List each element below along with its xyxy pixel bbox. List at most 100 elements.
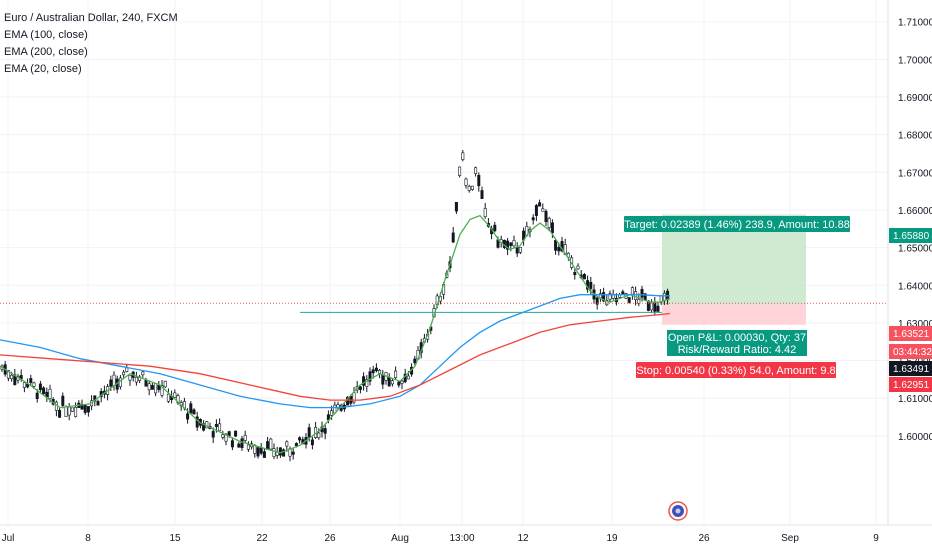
candle-up [461, 152, 465, 160]
y-tick-label: 1.63000 [898, 319, 932, 330]
x-tick-label: 12 [517, 533, 529, 544]
candle-down [538, 202, 542, 207]
legend-ema-200[interactable]: EMA (200, close) [4, 46, 88, 58]
candle-up [67, 406, 71, 416]
candle-down [515, 247, 519, 254]
stop-label[interactable]: Stop: 0.00540 (0.33%) 54.0, Amount: 9.8 [636, 362, 836, 378]
candle-up [218, 423, 222, 432]
candle-down [534, 205, 538, 216]
candle-up [365, 379, 369, 387]
candle-down [234, 430, 238, 437]
legend-title[interactable]: Euro / Australian Dollar, 240, FXCM [4, 12, 178, 24]
candle-down [86, 406, 90, 413]
candle-down [413, 358, 417, 364]
candle-down [640, 288, 644, 298]
candle-down [374, 367, 378, 372]
candle-down [227, 431, 231, 437]
candle-down [454, 201, 458, 212]
candle-down [186, 413, 190, 420]
risk-reward-label: Risk/Reward Ratio: 4.42 [678, 344, 797, 356]
legend-ema-20[interactable]: EMA (20, close) [4, 63, 82, 75]
x-tick-label: 19 [606, 533, 618, 544]
y-tick-label: 1.60000 [898, 432, 932, 443]
economic-event-icon[interactable] [668, 501, 688, 521]
price-label-bg [889, 228, 932, 243]
candle-up [22, 382, 26, 388]
candle-down [480, 190, 484, 199]
candle-down [627, 297, 631, 303]
candle-down [96, 401, 100, 406]
candle-down [58, 409, 62, 418]
candle-down [291, 451, 295, 455]
candle-down [451, 232, 455, 243]
target-label-bg [624, 216, 850, 232]
candle-up [378, 369, 382, 374]
candle-down [595, 297, 599, 305]
candle-up [112, 374, 116, 386]
candle-up [147, 383, 151, 391]
candle-up [122, 371, 126, 376]
candle-up [141, 371, 145, 376]
candle-up [246, 444, 250, 450]
candle-down [573, 272, 577, 275]
candle-up [134, 376, 138, 383]
candle-down [544, 210, 548, 222]
candle-down [557, 246, 561, 252]
candle-down [38, 383, 42, 391]
candle-down [582, 274, 586, 280]
candle-down [195, 416, 199, 428]
candle-up [118, 377, 122, 388]
candle-down [589, 281, 593, 289]
candle-down [602, 292, 606, 302]
candle-down [42, 387, 46, 395]
candle-up [64, 406, 68, 417]
candle-up [330, 410, 334, 416]
candle-up [541, 208, 545, 212]
candle-down [368, 371, 372, 382]
candle-up [474, 167, 478, 174]
time-axis[interactable]: Jul 8 15 22 26 Aug 13:00 12 19 26 Sep 9 [2, 533, 880, 544]
candle-down [387, 376, 391, 387]
candle-down [506, 240, 510, 250]
loss-zone[interactable] [662, 304, 806, 325]
candle-up [160, 385, 164, 396]
chart-legend: Euro / Australian Dollar, 240, FXCM EMA … [4, 10, 178, 78]
candle-up [406, 375, 410, 380]
candle-down [307, 427, 311, 438]
candle-up [285, 441, 289, 447]
candle-down [61, 395, 65, 406]
x-tick-label: 8 [85, 533, 91, 544]
price-labels: 1.65880 1.63521 03:44:32 1.63491 1.62951 [889, 228, 932, 392]
price-label: 03:44:32 [893, 347, 932, 358]
candle-down [144, 379, 148, 387]
candle-up [470, 185, 474, 190]
x-tick-label: Jul [2, 533, 15, 544]
candle-up [10, 374, 14, 380]
target-label[interactable]: Target: 0.02389 (1.46%) 238.9, Amount: 1… [624, 216, 850, 232]
candle-up [70, 407, 74, 412]
candle-down [621, 291, 625, 295]
candle-down [237, 443, 241, 448]
legend-ema-100[interactable]: EMA (100, close) [4, 29, 88, 41]
y-tick-label: 1.71000 [898, 18, 932, 29]
candle-up [224, 433, 228, 442]
candle-up [662, 292, 666, 301]
candle-up [6, 370, 10, 379]
candle-down [371, 369, 375, 374]
y-tick-label: 1.61000 [898, 394, 932, 405]
candle-up [576, 265, 580, 270]
y-tick-label: 1.67000 [898, 168, 932, 179]
candle-up [128, 374, 132, 381]
ema-20-close-line [0, 214, 671, 454]
x-tick-label: 22 [256, 533, 268, 544]
candle-down [282, 449, 286, 457]
candle-down [310, 439, 314, 446]
candle-down [189, 403, 193, 414]
price-label: 1.63491 [893, 364, 930, 375]
y-tick-label: 1.64000 [898, 281, 932, 292]
ema-200-close-line [0, 312, 671, 401]
candle-up [173, 392, 177, 398]
candle-up [630, 287, 634, 295]
